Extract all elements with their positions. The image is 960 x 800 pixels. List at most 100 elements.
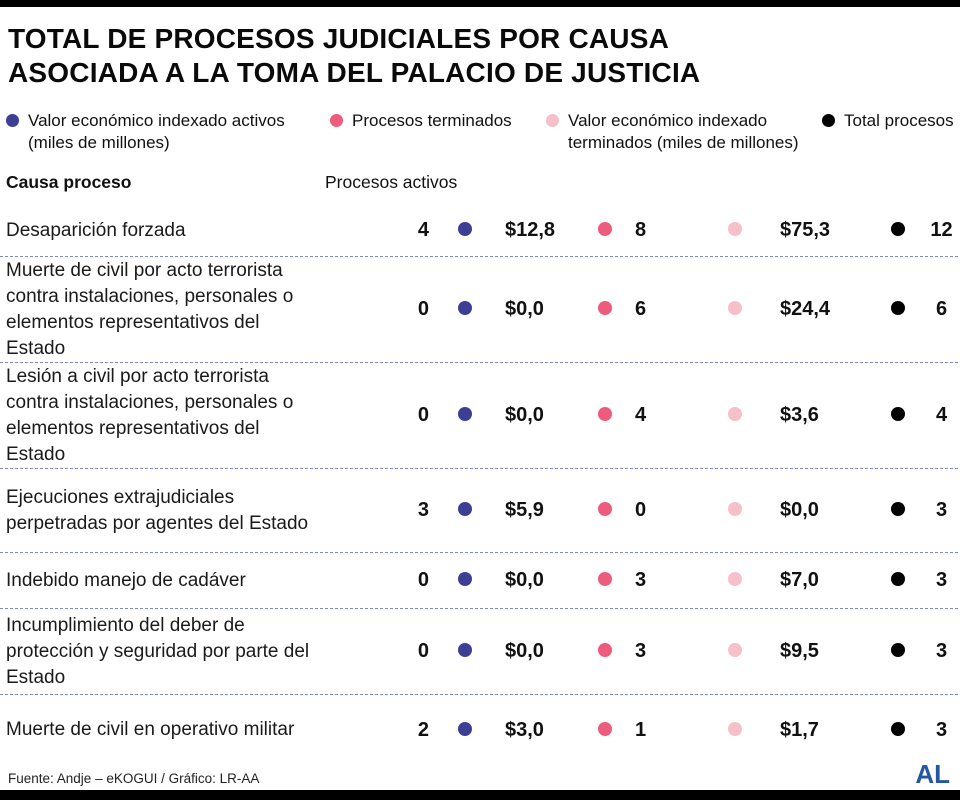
dot-cell — [435, 298, 495, 321]
bottom-accent-bar — [0, 790, 960, 800]
dot-cell — [870, 298, 925, 321]
dot-cell — [585, 640, 625, 663]
dot-cell — [700, 640, 770, 663]
active-count: 0 — [417, 569, 429, 591]
total-dot-icon — [890, 407, 905, 421]
table-row: Ejecuciones extrajudiciales perpetradas … — [0, 469, 958, 553]
total-dot-icon — [890, 502, 905, 516]
active-count: 0 — [417, 298, 429, 320]
terminated-value: $7,0 — [780, 569, 819, 591]
dot-cell — [435, 569, 495, 592]
active-value: $0,0 — [505, 298, 544, 320]
active-value-dot-icon — [458, 572, 472, 586]
table-row: Muerte de civil por acto terrorista cont… — [0, 257, 958, 363]
dot-cell — [700, 404, 770, 427]
pink-dot-icon — [330, 114, 343, 127]
cause-label: Indebido manejo de cadáver — [6, 569, 246, 591]
terminated-dot-icon — [598, 502, 612, 516]
black-dot-icon — [822, 114, 835, 127]
dot-cell — [435, 404, 495, 427]
total-count: 3 — [935, 640, 948, 662]
terminated-dot-icon — [598, 222, 612, 236]
total-dot-icon — [890, 721, 905, 736]
terminated-dot-icon — [598, 407, 612, 421]
active-value: $5,9 — [505, 499, 544, 521]
legend-item-total: Total procesos — [822, 110, 957, 132]
active-value: $3,0 — [505, 718, 544, 741]
active-value-dot-icon — [458, 301, 472, 315]
terminated-value-dot-icon — [728, 572, 742, 586]
legend-item-terminated: Procesos terminados — [330, 110, 545, 132]
cause-label: Desaparición forzada — [6, 219, 186, 241]
active-count: 0 — [417, 640, 429, 662]
legend-label: Valor económico indexado terminados (mil… — [568, 111, 799, 152]
active-value-dot-icon — [458, 407, 472, 421]
dot-cell — [435, 640, 495, 663]
dot-cell — [700, 298, 770, 321]
terminated-dot-icon — [598, 643, 612, 657]
active-count: 0 — [417, 404, 429, 426]
column-headers: Causa proceso Procesos activos — [0, 172, 960, 202]
legend: Valor económico indexado activos (miles … — [0, 110, 960, 168]
lightpink-dot-icon — [546, 114, 559, 127]
source-credit: Fuente: Andje – eKOGUI / Gráfico: LR-AA — [8, 771, 260, 786]
table-row: Indebido manejo de cadáver 0 $0,0 3 $7,0… — [0, 553, 958, 609]
blue-dot-icon — [6, 114, 19, 127]
active-value-dot-icon — [458, 502, 472, 516]
legend-item-terminated-value: Valor económico indexado terminados (mil… — [546, 110, 814, 154]
dot-cell — [870, 719, 925, 742]
terminated-count: 1 — [635, 718, 647, 741]
terminated-count: 4 — [635, 404, 647, 426]
legend-label: Total procesos — [844, 111, 954, 130]
total-dot-icon — [890, 643, 905, 657]
total-count: 6 — [935, 298, 948, 320]
terminated-count: 0 — [635, 499, 647, 521]
terminated-value-dot-icon — [728, 222, 742, 236]
dot-cell — [870, 640, 925, 663]
active-value: $0,0 — [505, 404, 544, 426]
legend-label: Procesos terminados — [352, 111, 512, 130]
active-value-dot-icon — [458, 721, 472, 736]
cause-label: Incumplimiento del deber de protección y… — [6, 614, 310, 688]
active-count: 4 — [417, 219, 429, 241]
dot-cell — [435, 499, 495, 522]
table-row: Lesión a civil por acto terrorista contr… — [0, 363, 958, 469]
dot-cell — [585, 404, 625, 427]
total-dot-icon — [890, 222, 905, 236]
terminated-value: $0,0 — [780, 499, 819, 521]
terminated-value: $1,7 — [780, 718, 819, 741]
total-count: 12 — [930, 219, 953, 241]
terminated-value: $75,3 — [780, 219, 831, 241]
cause-label: Lesión a civil por acto terrorista contr… — [6, 365, 294, 465]
total-dot-icon — [890, 572, 905, 586]
page-title-line2: ASOCIADA A LA TOMA DEL PALACIO DE JUSTIC… — [8, 57, 701, 88]
terminated-count: 8 — [635, 219, 647, 241]
legend-item-active-value: Valor económico indexado activos (miles … — [6, 110, 306, 154]
data-table: Desaparición forzada 4 $12,8 8 $75,3 12 … — [0, 205, 958, 765]
terminated-dot-icon — [598, 572, 612, 586]
table-row: Desaparición forzada 4 $12,8 8 $75,3 12 — [0, 205, 958, 257]
dot-cell — [870, 499, 925, 522]
dot-cell — [585, 719, 625, 742]
dot-cell — [700, 569, 770, 592]
terminated-value-dot-icon — [728, 301, 742, 315]
terminated-value-dot-icon — [728, 407, 742, 421]
terminated-dot-icon — [598, 301, 612, 315]
dot-cell — [585, 219, 625, 242]
dot-cell — [870, 569, 925, 592]
terminated-count: 3 — [635, 640, 647, 662]
total-count: 3 — [935, 499, 948, 521]
legend-label: Valor económico indexado activos (miles … — [28, 111, 285, 152]
terminated-value: $9,5 — [780, 640, 819, 662]
table-row: Muerte de civil en operativo militar 2 $… — [0, 695, 958, 765]
total-dot-icon — [890, 301, 905, 315]
dot-cell — [870, 219, 925, 242]
footer: Fuente: Andje – eKOGUI / Gráfico: LR-AA … — [0, 759, 960, 789]
terminated-value-dot-icon — [728, 502, 742, 516]
total-count: 4 — [935, 404, 948, 426]
al-logo: AL — [915, 759, 950, 789]
table-row: Incumplimiento del deber de protección y… — [0, 609, 958, 695]
active-value-dot-icon — [458, 222, 472, 236]
terminated-count: 3 — [635, 569, 647, 591]
active-value: $12,8 — [505, 219, 556, 241]
